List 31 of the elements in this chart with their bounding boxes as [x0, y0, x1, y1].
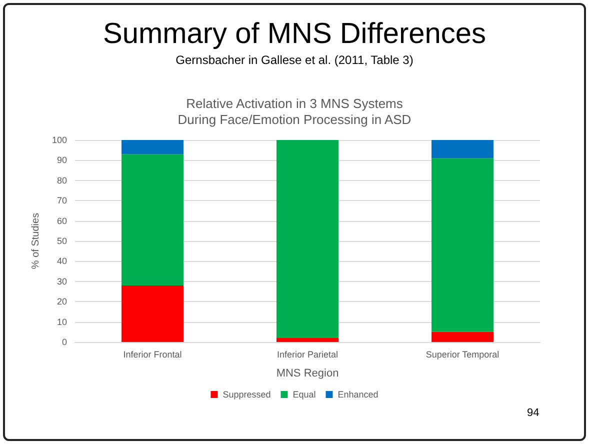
- y-tick-label: 100: [52, 135, 67, 145]
- x-tick-label: Inferior Parietal: [276, 350, 338, 360]
- y-tick-label: 70: [56, 196, 67, 206]
- x-tick-label: Inferior Frontal: [123, 350, 182, 360]
- x-tick-label: Superior Temporal: [426, 350, 500, 360]
- legend-label: Suppressed: [222, 390, 271, 400]
- legend-label: Enhanced: [338, 390, 378, 400]
- chart-title: Summary of MNS Differences: [102, 18, 488, 51]
- y-tick-label: 40: [56, 256, 67, 266]
- y-tick-label: 10: [56, 316, 67, 327]
- y-tick-label: 60: [56, 216, 67, 226]
- y-tick-label: 50: [56, 236, 67, 246]
- bar: [276, 338, 338, 342]
- bar: [276, 140, 338, 338]
- bar: [122, 285, 184, 342]
- legend-label: Equal: [292, 390, 316, 400]
- bar: [432, 332, 494, 342]
- y-tick-label: 90: [56, 155, 67, 166]
- y-tick-label: 20: [56, 296, 67, 307]
- y-tick-label: 80: [56, 175, 67, 186]
- bar: [122, 154, 184, 286]
- y-tick-label: 30: [56, 276, 67, 286]
- bar: [432, 158, 494, 332]
- text: 94: [527, 407, 540, 419]
- bar: [432, 140, 494, 158]
- bar: [122, 140, 184, 154]
- x-axis-title: MNS Region: [276, 368, 339, 380]
- chart-subtitle: Gernsbacher in Gallese et al. (2011, Table 3): [174, 53, 414, 67]
- text: Relative Activation in 3 MNS Systems During Face/Emotion Processing in ASD: [176, 96, 412, 128]
- y-axis-title: % of Studies: [30, 212, 42, 270]
- y-tick-label: 0: [62, 337, 67, 347]
